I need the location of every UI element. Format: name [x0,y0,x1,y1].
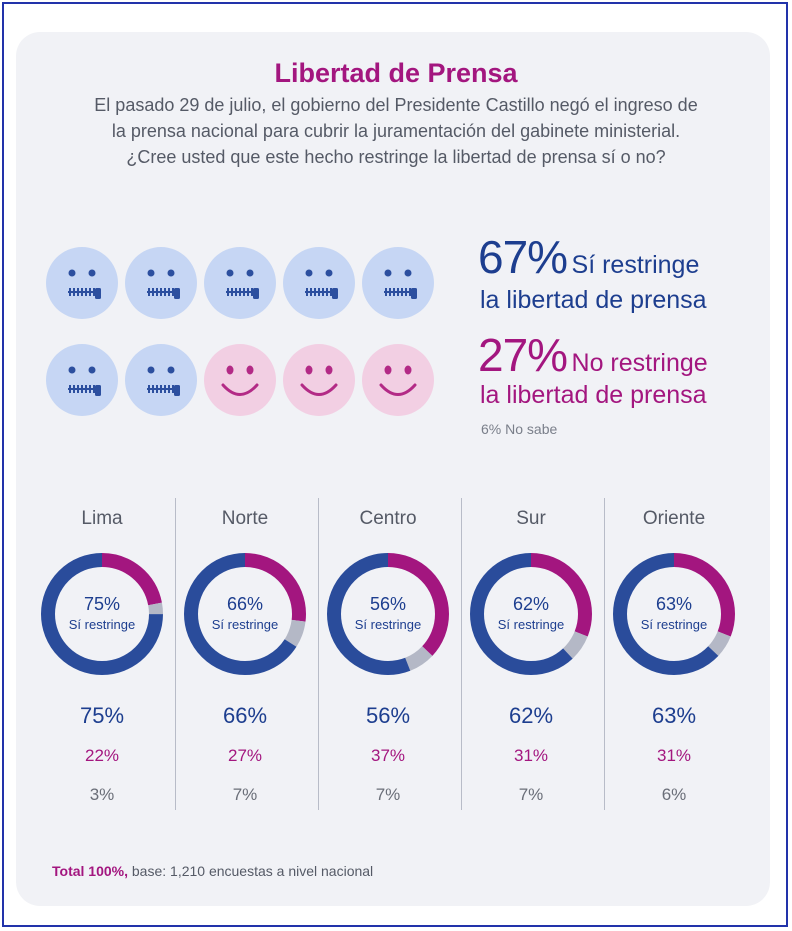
region-name: Lima [81,508,123,529]
stat-si: 75% [79,703,125,728]
donut-slice-si [470,553,592,675]
infographic-card [16,32,770,906]
page-title: Libertad de Prensa [274,58,518,88]
donut-center-label: 75% Sí restringe [27,594,177,632]
donut-center-text: Sí restringe [211,617,279,632]
summary-no-text: No restringe [571,349,708,377]
donut-center-pct: 56% [369,594,407,614]
summary-nosabe: 6% No sabe [481,421,558,437]
question-text: El pasado 29 de julio, el gobierno del P… [0,92,792,170]
stat-no: 31% [656,746,692,765]
summary-si-text2: la libertad de prensa [480,286,707,314]
summary-no-text2: la libertad de prensa [480,381,707,409]
summary-no-pct: 27% [478,329,568,381]
donut-chart [327,553,449,675]
question-line: ¿Cree usted que este hecho restringe la … [126,147,666,167]
footer-total: Total 100%, [52,863,128,879]
donut-center-pct: 75% [83,594,121,614]
donut-slice-si [613,553,735,675]
donut-chart [470,553,592,675]
region-divider [604,498,605,810]
donut-slice-nosabe [41,553,163,675]
stat-nosabe: 3% [89,785,115,804]
summary-si-pct: 67% [478,231,568,283]
stat-nosabe: 7% [518,785,544,804]
donut-center-label: 66% Sí restringe [170,594,320,632]
donut-chart [41,553,163,675]
stat-nosabe: 7% [232,785,258,804]
summary-no: 27% No restringe [478,328,708,382]
donut-center-label: 62% Sí restringe [456,594,606,632]
region-name: Oriente [642,508,706,529]
region-name: Norte [221,508,269,529]
question-line: la prensa nacional para cubrir la jurame… [111,121,681,141]
region-lima: Lima 75% Sí restringe 75% 22% 3% [27,508,177,804]
region-oriente: Oriente 63% Sí restringe 63% 31% 6% [599,508,749,804]
stat-no: 27% [227,746,263,765]
donut-chart [613,553,735,675]
stat-si: 62% [508,703,554,728]
summary-si-text: Sí restringe [571,251,700,279]
donut-slice-si [327,553,449,675]
stat-no: 31% [513,746,549,765]
footer-note: Total 100%, base: 1,210 encuestas a nive… [52,863,373,879]
donut-center-text: Sí restringe [640,617,708,632]
stat-si: 56% [365,703,411,728]
region-divider [175,498,176,810]
region-centro: Centro 56% Sí restringe 56% 37% 7% [313,508,463,804]
donut-center-pct: 66% [226,594,264,614]
stat-nosabe: 6% [661,785,687,804]
stat-no: 22% [84,746,120,765]
donut-center-pct: 63% [655,594,693,614]
region-sur: Sur 62% Sí restringe 62% 31% 7% [456,508,606,804]
footer-base: base: 1,210 encuestas a nivel nacional [128,863,374,879]
stat-si: 66% [222,703,268,728]
summary-si: 67% Sí restringe [478,230,699,284]
donut-slice-si [41,553,163,675]
question-line: El pasado 29 de julio, el gobierno del P… [94,95,698,115]
stat-si: 63% [651,703,697,728]
stat-no: 37% [370,746,406,765]
region-divider [318,498,319,810]
donut-center-pct: 62% [512,594,550,614]
donut-center-label: 63% Sí restringe [599,594,749,632]
donut-center-text: Sí restringe [354,617,422,632]
stat-nosabe: 7% [375,785,401,804]
region-divider [461,498,462,810]
donut-slice-si [184,553,306,675]
donut-center-label: 56% Sí restringe [313,594,463,632]
region-norte: Norte 66% Sí restringe 66% 27% 7% [170,508,320,804]
donut-chart [184,553,306,675]
donut-center-text: Sí restringe [497,617,565,632]
region-name: Sur [516,508,546,529]
region-name: Centro [359,508,417,529]
donut-center-text: Sí restringe [68,617,136,632]
